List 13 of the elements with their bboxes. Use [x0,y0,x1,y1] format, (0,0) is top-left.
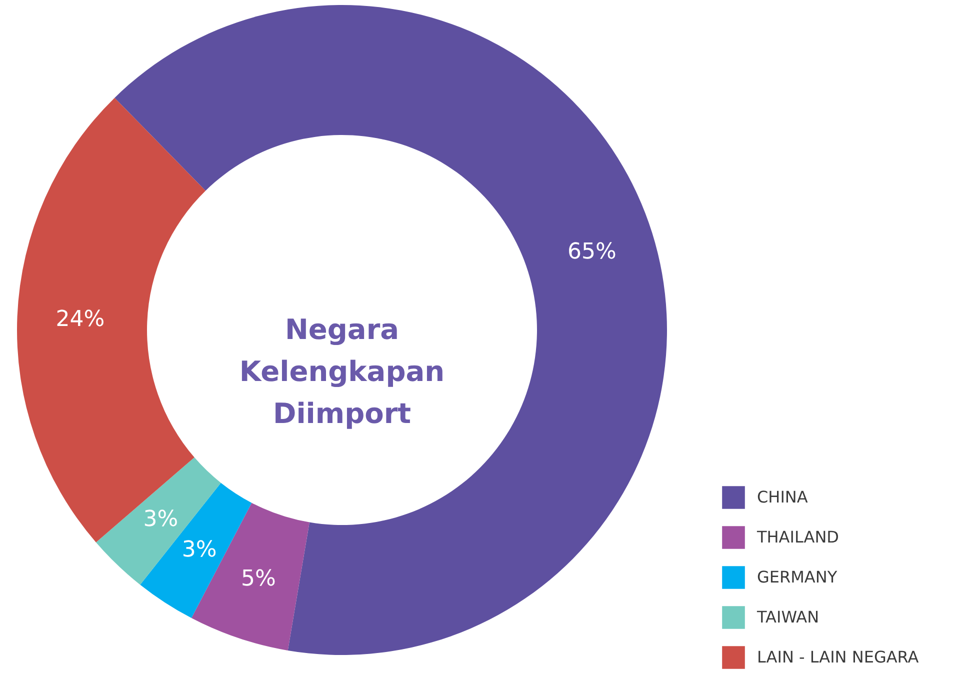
donut-slice [96,457,221,585]
legend-label: THAILAND [756,528,839,546]
legend-label: GERMANY [757,568,838,586]
data-label: 24% [56,307,105,332]
data-label: 3% [182,538,217,563]
data-label: 65% [568,240,616,265]
donut-slice [114,5,667,655]
text: Negara Kelengkapan Diimport [239,313,445,430]
legend-label: CHINA [757,488,808,506]
legend-label: LAIN - LAIN NEGARA [757,648,919,666]
data-label: 3% [143,507,178,532]
data-label: 5% [241,566,276,592]
legend-label: TAIWAN [756,608,820,626]
